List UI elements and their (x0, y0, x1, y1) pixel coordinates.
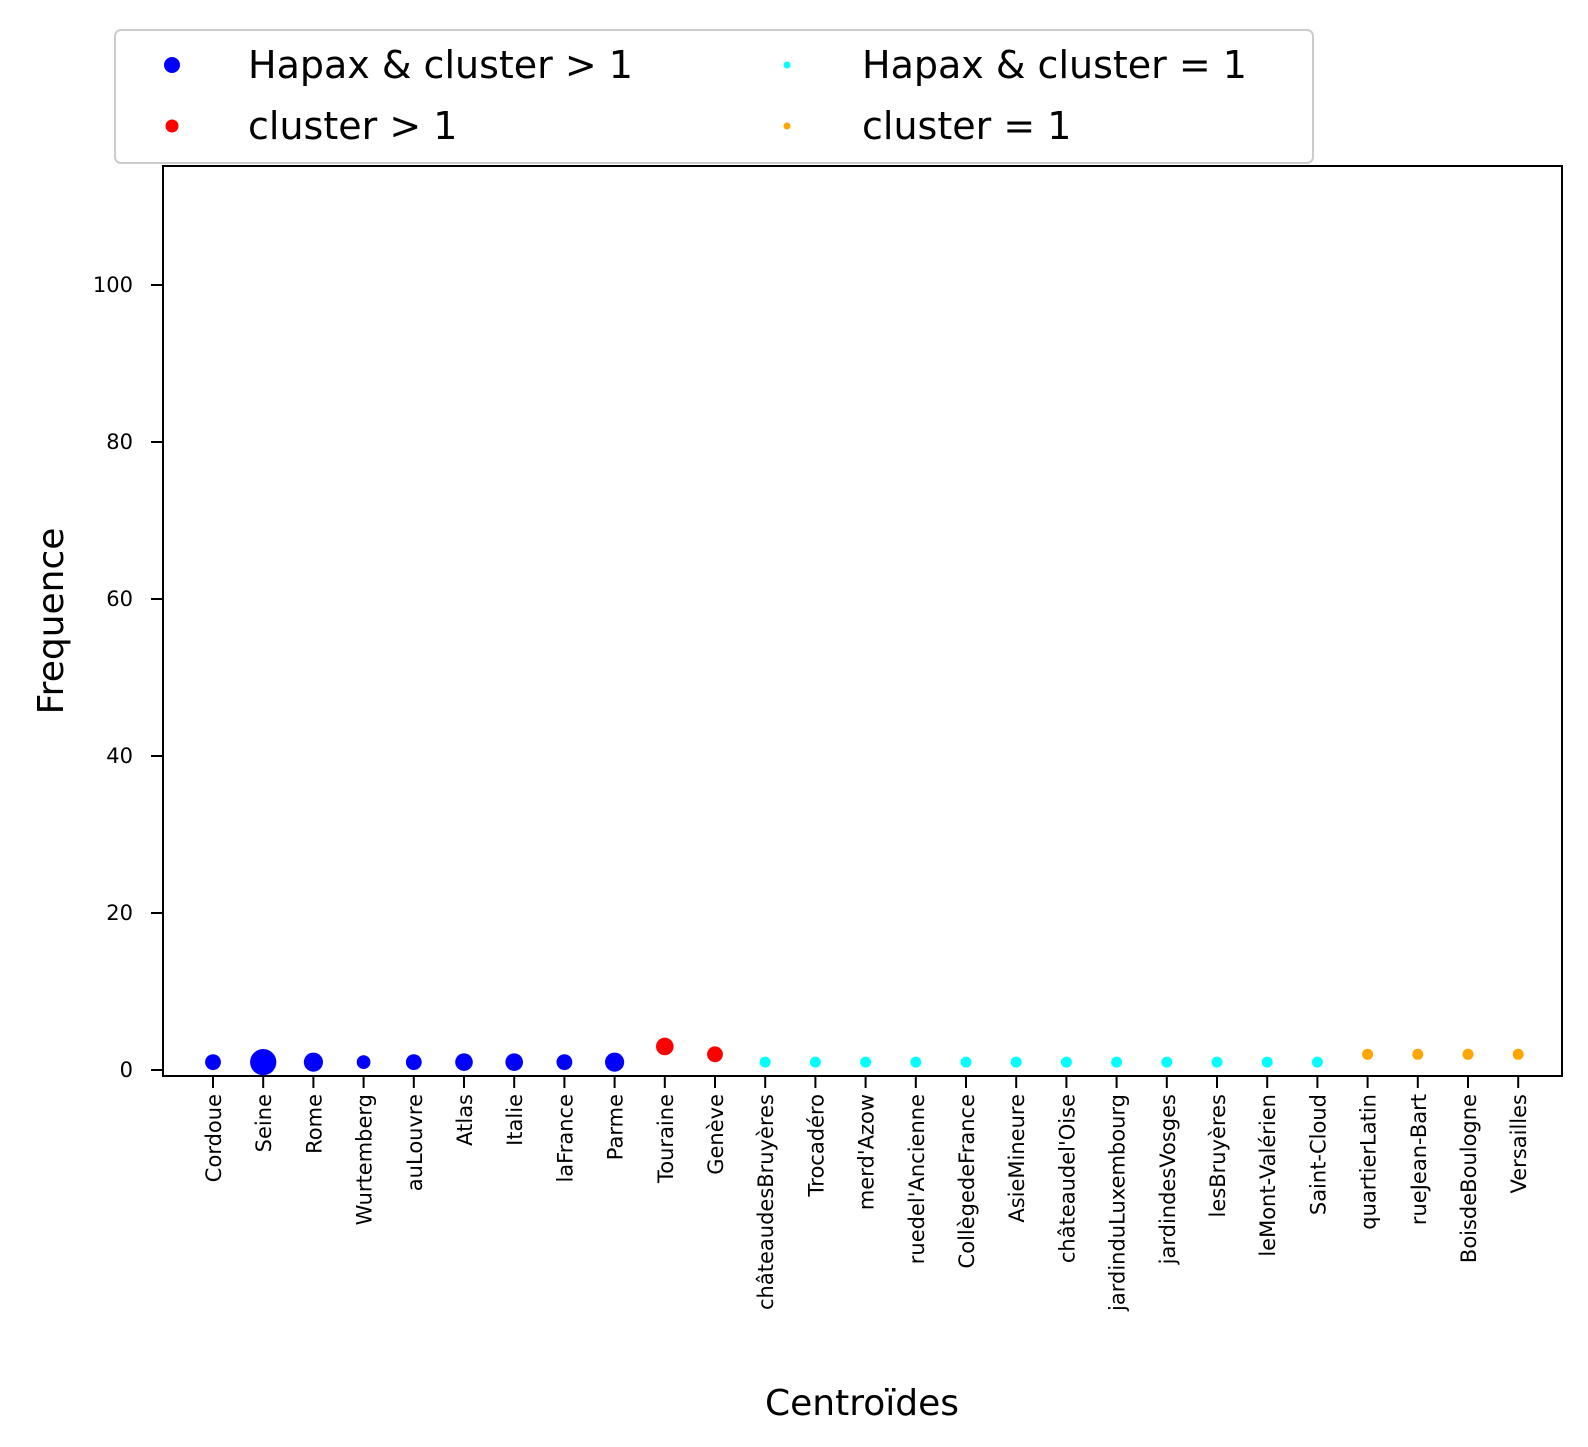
data-point (759, 1056, 771, 1068)
legend-marker (165, 119, 179, 133)
legend-marker (164, 57, 180, 73)
data-point (405, 1054, 422, 1071)
x-tick-label: CollègedeFrance (955, 1094, 979, 1268)
x-axis: Cordoue Seine Rome Wurtemberg auLouvre Atlas I… (202, 1076, 1531, 1312)
data-point (356, 1055, 371, 1070)
x-tick-label: châteaudesBruyères (754, 1094, 778, 1310)
legend-label: cluster = 1 (862, 104, 1071, 148)
y-tick-label: 20 (106, 901, 133, 925)
y-axis: 0 20 40 60 80 100 (93, 273, 163, 1082)
x-tick-label: merd'Azow (855, 1094, 879, 1210)
data-point (455, 1053, 473, 1071)
x-tick-label: BoisdeBoulogne (1457, 1094, 1481, 1263)
data-point (1060, 1056, 1072, 1068)
x-tick-label: Versailles (1507, 1094, 1531, 1193)
data-point (1211, 1056, 1223, 1068)
x-tick-label: jardinduLuxembourg (1106, 1094, 1130, 1312)
data-point (1010, 1056, 1022, 1068)
x-tick-label: laFrance (553, 1094, 577, 1183)
x-tick-label: Atlas (453, 1094, 477, 1146)
data-point (1111, 1056, 1123, 1068)
data-point (505, 1053, 523, 1071)
x-axis-label: Centroïdes (765, 1383, 959, 1424)
x-tick-label: quartierLatin (1357, 1094, 1381, 1230)
data-point (1161, 1056, 1173, 1068)
x-tick-label: lesBruyères (1206, 1094, 1230, 1217)
x-tick-label: Seine (252, 1094, 276, 1152)
x-tick-label: AsieMineure (1005, 1094, 1029, 1223)
data-point (1412, 1048, 1424, 1060)
data-point (556, 1054, 573, 1071)
x-tick-label: leMont-Valérien (1256, 1094, 1280, 1257)
data-point (1512, 1048, 1524, 1060)
data-point (605, 1052, 625, 1072)
legend-marker (783, 122, 791, 130)
plot-area (162, 165, 1563, 1077)
data-point (960, 1056, 972, 1068)
data-point (1311, 1056, 1323, 1068)
x-tick-label: Touraine (654, 1094, 678, 1184)
data-point (707, 1046, 723, 1063)
x-tick-label: jardindesVosges (1156, 1094, 1180, 1265)
y-tick-label: 40 (106, 744, 133, 768)
legend-marker (783, 61, 791, 69)
data-point (1362, 1048, 1374, 1060)
x-tick-label: Cordoue (202, 1094, 226, 1182)
x-tick-label: Genève (704, 1094, 728, 1175)
x-tick-label: Parme (604, 1094, 628, 1160)
x-tick-label: Rome (302, 1094, 326, 1154)
x-tick-label: Italie (503, 1094, 527, 1146)
data-point (1261, 1056, 1273, 1068)
legend-label: Hapax & cluster = 1 (862, 43, 1247, 87)
y-tick-label: 80 (106, 430, 133, 454)
x-tick-label: ruedel'Ancienne (905, 1094, 929, 1264)
y-tick-label: 100 (93, 273, 133, 297)
data-point (910, 1056, 922, 1068)
x-tick-label: châteaudel'Oise (1055, 1094, 1079, 1263)
data-point (303, 1052, 323, 1072)
data-points (205, 1037, 1524, 1076)
legend-label: cluster > 1 (248, 104, 457, 148)
legend: Hapax & cluster > 1 cluster > 1 Hapax & cl… (114, 29, 1314, 164)
y-tick-label: 60 (106, 587, 133, 611)
x-tick-label: rueJean-Bart (1407, 1094, 1431, 1225)
data-point (656, 1037, 674, 1056)
legend-label: Hapax & cluster > 1 (248, 43, 633, 87)
x-tick-label: Saint-Cloud (1306, 1094, 1330, 1215)
legend-box (114, 29, 1314, 164)
y-tick-label: 0 (120, 1058, 133, 1082)
data-point (1462, 1048, 1474, 1060)
y-axis-label: Frequence (31, 528, 72, 715)
x-tick-label: Wurtemberg (353, 1094, 377, 1225)
data-point (205, 1054, 221, 1071)
data-point (250, 1049, 277, 1076)
data-point (809, 1056, 821, 1068)
data-point (860, 1056, 872, 1068)
x-tick-label: auLouvre (403, 1094, 427, 1191)
x-tick-label: Trocadéro (804, 1094, 828, 1197)
